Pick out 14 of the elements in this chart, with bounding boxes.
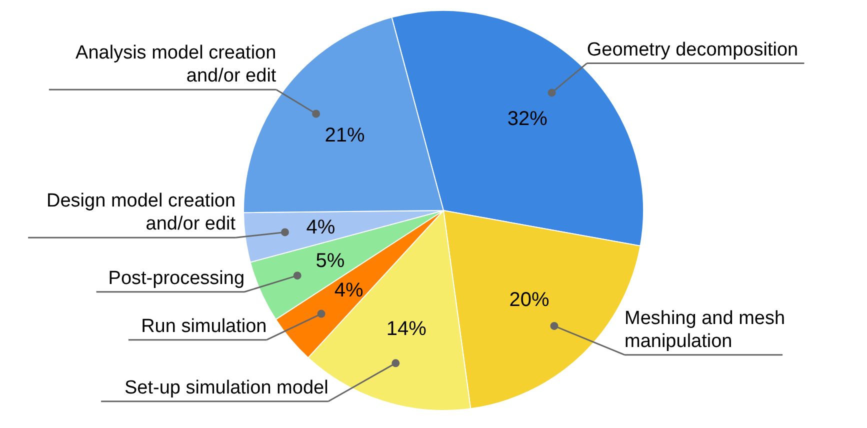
data-label: 21% xyxy=(324,124,365,147)
slice-label: Meshing and mesh manipulation xyxy=(624,308,786,352)
data-label: 20% xyxy=(509,289,550,311)
data-label: 32% xyxy=(507,108,548,130)
data-label: 5% xyxy=(316,250,345,272)
data-label: 14% xyxy=(386,318,427,340)
slice-label: Run simulation xyxy=(141,316,267,337)
slice-label: Geometry decomposition xyxy=(586,39,798,60)
slice-label: Post-processing xyxy=(108,268,245,289)
slice-label: Analysis model creation and/or edit xyxy=(76,42,277,87)
data-label: 4% xyxy=(334,280,364,302)
slice-label: Set-up simulation model xyxy=(124,377,328,398)
slice-label: Design model creation and/or edit xyxy=(46,190,236,235)
data-label: 4% xyxy=(306,216,336,238)
